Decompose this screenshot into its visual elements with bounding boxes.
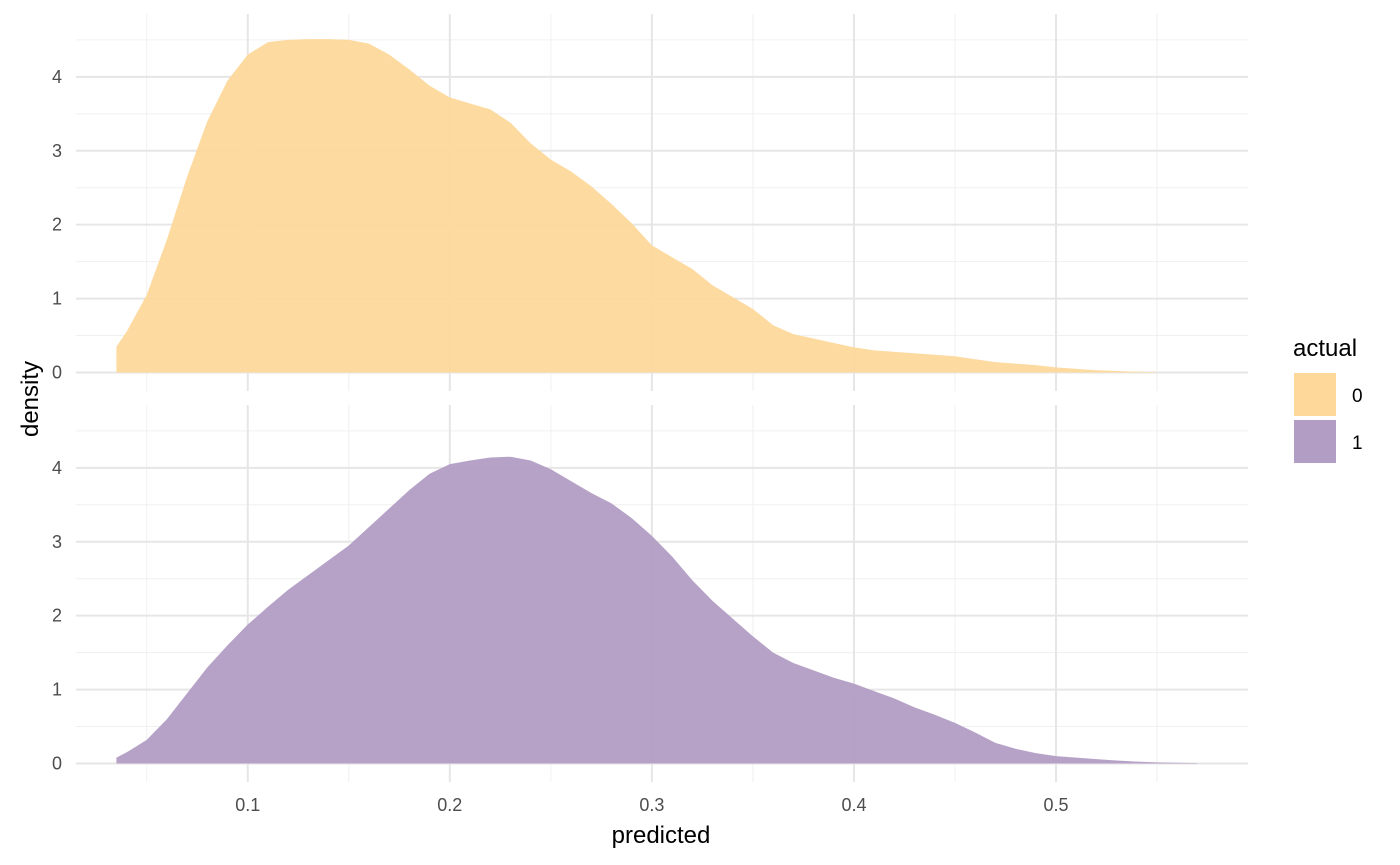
- legend-swatch-0: [1294, 373, 1336, 416]
- density-area-0: [116, 39, 1158, 373]
- y-tick-label: 1: [52, 289, 62, 309]
- x-tick-label: 0.4: [841, 795, 866, 815]
- y-tick-label: 2: [52, 606, 62, 626]
- legend-swatch-1: [1294, 420, 1336, 463]
- y-tick-label: 0: [52, 363, 62, 383]
- y-tick-label: 3: [52, 141, 62, 161]
- facet-panel-actual-1: 0 1 2 3 4: [52, 405, 1248, 782]
- x-tick-label: 0.3: [639, 795, 664, 815]
- x-axis-title: predicted: [612, 822, 711, 849]
- x-tick-label: 0.5: [1044, 795, 1069, 815]
- x-axis: 0.1 0.2 0.3 0.4 0.5: [235, 795, 1068, 815]
- legend-label-1: 1: [1352, 433, 1363, 454]
- y-tick-label: 3: [52, 532, 62, 552]
- y-tick-label: 4: [52, 67, 62, 87]
- facet-panel-actual-0: 0 1 2 3 4: [52, 14, 1248, 391]
- y-tick-label: 2: [52, 215, 62, 235]
- x-tick-label: 0.1: [235, 795, 260, 815]
- y-tick-label: 4: [52, 458, 62, 478]
- x-tick-label: 0.2: [437, 795, 462, 815]
- density-area-1: [116, 456, 1198, 764]
- legend-title: actual: [1293, 335, 1357, 362]
- legend: actual 0 1: [1293, 335, 1363, 463]
- y-axis-title: density: [17, 361, 44, 437]
- y-tick-label: 0: [52, 754, 62, 774]
- y-tick-label: 1: [52, 680, 62, 700]
- legend-label-0: 0: [1352, 386, 1363, 407]
